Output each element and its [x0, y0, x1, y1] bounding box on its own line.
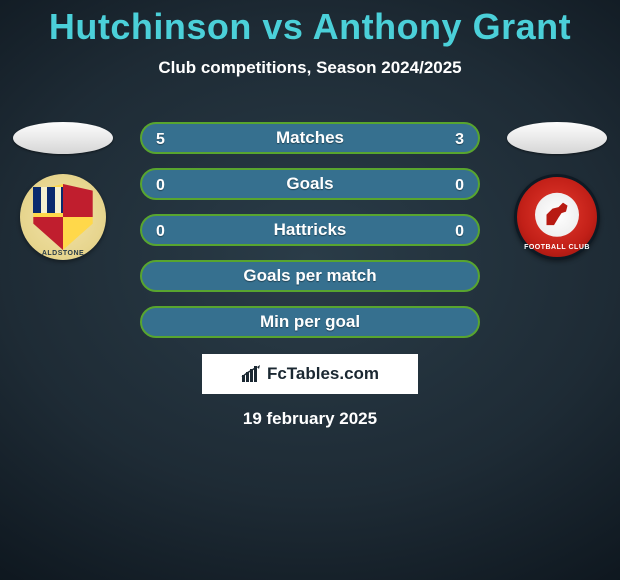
- stat-label: Hattricks: [274, 220, 347, 240]
- stat-label: Min per goal: [260, 312, 360, 332]
- right-crest-caption: FOOTBALL CLUB: [517, 244, 597, 251]
- stat-row: Matches 5 3: [140, 122, 480, 154]
- stats-rows: Matches 5 3 Goals 0 0 Hattricks 0 0 Goals per mat…: [140, 122, 480, 352]
- barchart-icon: [241, 365, 261, 383]
- right-club-crest: FOOTBALL CLUB: [514, 174, 600, 260]
- stat-right-value: 3: [455, 124, 464, 156]
- stat-label: Matches: [276, 128, 344, 148]
- page-title: Hutchinson vs Anthony Grant: [0, 0, 620, 48]
- stat-right-value: 0: [455, 170, 464, 202]
- site-logo-text: FcTables.com: [267, 364, 379, 384]
- stat-right-value: 0: [455, 216, 464, 248]
- snapshot-date: 19 february 2025: [0, 409, 620, 429]
- stat-row: Goals 0 0: [140, 168, 480, 200]
- stat-label: Goals per match: [243, 266, 376, 286]
- site-logo: FcTables.com: [202, 354, 418, 394]
- stat-row: Goals per match: [140, 260, 480, 292]
- left-flag: [13, 122, 113, 154]
- stat-left-value: 0: [156, 170, 165, 202]
- stat-row: Min per goal: [140, 306, 480, 338]
- stat-left-value: 5: [156, 124, 165, 156]
- left-player-block: ALDSTONE: [8, 122, 118, 260]
- right-player-block: FOOTBALL CLUB: [502, 122, 612, 260]
- stat-label: Goals: [286, 174, 333, 194]
- right-flag: [507, 122, 607, 154]
- left-club-crest: ALDSTONE: [20, 174, 106, 260]
- stat-row: Hattricks 0 0: [140, 214, 480, 246]
- left-crest-caption: ALDSTONE: [20, 250, 106, 257]
- stat-left-value: 0: [156, 216, 165, 248]
- page-subtitle: Club competitions, Season 2024/2025: [0, 58, 620, 78]
